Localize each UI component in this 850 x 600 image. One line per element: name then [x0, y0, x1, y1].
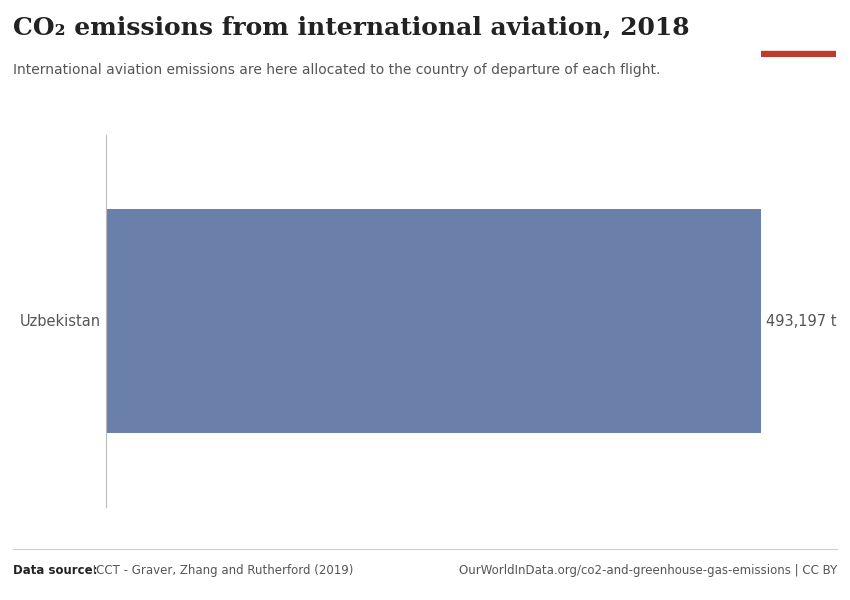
Text: 493,197 t: 493,197 t	[766, 313, 836, 329]
Text: Data source:: Data source:	[13, 564, 97, 577]
Text: ICCT - Graver, Zhang and Rutherford (2019): ICCT - Graver, Zhang and Rutherford (201…	[89, 564, 354, 577]
Text: International aviation emissions are here allocated to the country of departure : International aviation emissions are her…	[13, 63, 660, 77]
Text: Uzbekistan: Uzbekistan	[20, 313, 101, 329]
Bar	[761, 50, 836, 57]
Text: in Data: in Data	[777, 35, 819, 45]
Text: CO₂ emissions from international aviation, 2018: CO₂ emissions from international aviatio…	[13, 15, 689, 39]
Bar	[106, 209, 761, 433]
Text: Our World: Our World	[768, 20, 828, 30]
Text: OurWorldInData.org/co2-and-greenhouse-gas-emissions | CC BY: OurWorldInData.org/co2-and-greenhouse-ga…	[459, 564, 837, 577]
